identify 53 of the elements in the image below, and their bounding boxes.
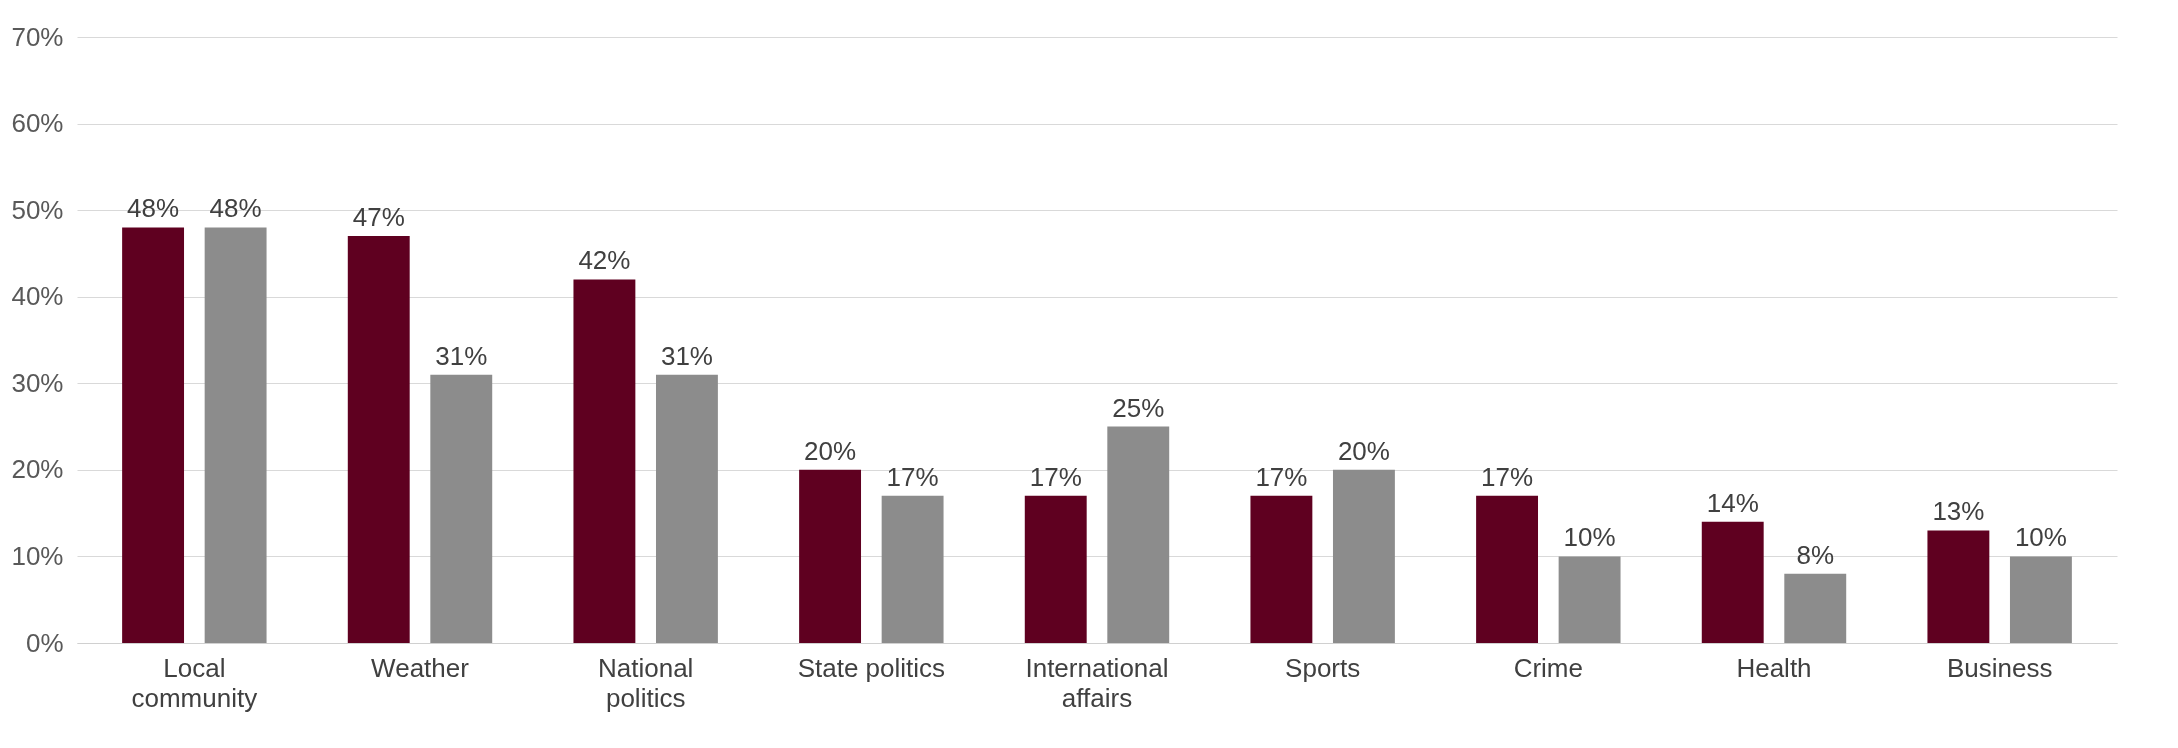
y-tick-label: 50%: [11, 194, 64, 225]
bar: [204, 227, 267, 643]
data-label: 10%: [1563, 522, 1616, 553]
bar: [573, 279, 636, 643]
x-tick-label: Health: [1736, 652, 1812, 683]
data-label: 20%: [804, 435, 857, 466]
bar: [1107, 426, 1170, 643]
bar: [430, 374, 493, 643]
bar: [1558, 556, 1621, 643]
y-tick-label: 40%: [11, 281, 64, 312]
x-tick-label: State politics: [797, 652, 946, 683]
data-label: 20%: [1337, 435, 1390, 466]
data-label: 17%: [886, 461, 939, 492]
bar: [799, 469, 862, 643]
data-label: 48%: [127, 193, 180, 224]
data-label: 10%: [2014, 522, 2067, 553]
bar: [1476, 495, 1539, 643]
data-label: 17%: [1481, 461, 1534, 492]
y-tick-label: 70%: [11, 21, 64, 52]
bar: [122, 227, 185, 643]
data-label: 8%: [1796, 539, 1835, 570]
y-tick-label: 60%: [11, 108, 64, 139]
bar: [1927, 530, 1990, 643]
data-label: 13%: [1932, 496, 1985, 527]
bar: [1784, 573, 1847, 643]
y-tick-label: 10%: [11, 540, 64, 571]
x-tick-label: Crime: [1513, 652, 1583, 683]
x-tick-label: Local community: [131, 652, 258, 713]
y-tick-label: 0%: [25, 627, 64, 658]
bar: [1024, 495, 1087, 643]
data-label: 17%: [1255, 461, 1308, 492]
x-tick-label: Sports: [1285, 652, 1361, 683]
bar: [655, 374, 718, 643]
x-tick-label: Weather: [371, 652, 470, 683]
bar: [881, 495, 944, 643]
data-label: 14%: [1706, 487, 1759, 518]
y-tick-label: 20%: [11, 454, 64, 485]
data-label: 31%: [660, 340, 713, 371]
bar: [1701, 521, 1764, 643]
bar: [2009, 556, 2072, 643]
data-label: 17%: [1029, 461, 1082, 492]
data-label: 48%: [209, 193, 262, 224]
bar: [347, 236, 410, 643]
x-tick-label: Business: [1946, 652, 2053, 683]
data-label: 42%: [578, 245, 631, 276]
bar: [1332, 469, 1395, 643]
x-tick-label: International affairs: [1025, 652, 1169, 713]
y-tick-label: 30%: [11, 367, 64, 398]
data-label: 31%: [435, 340, 488, 371]
data-label: 47%: [352, 202, 405, 233]
bar: [1250, 495, 1313, 643]
x-tick-label: National politics: [597, 652, 694, 713]
data-label: 25%: [1112, 392, 1165, 423]
